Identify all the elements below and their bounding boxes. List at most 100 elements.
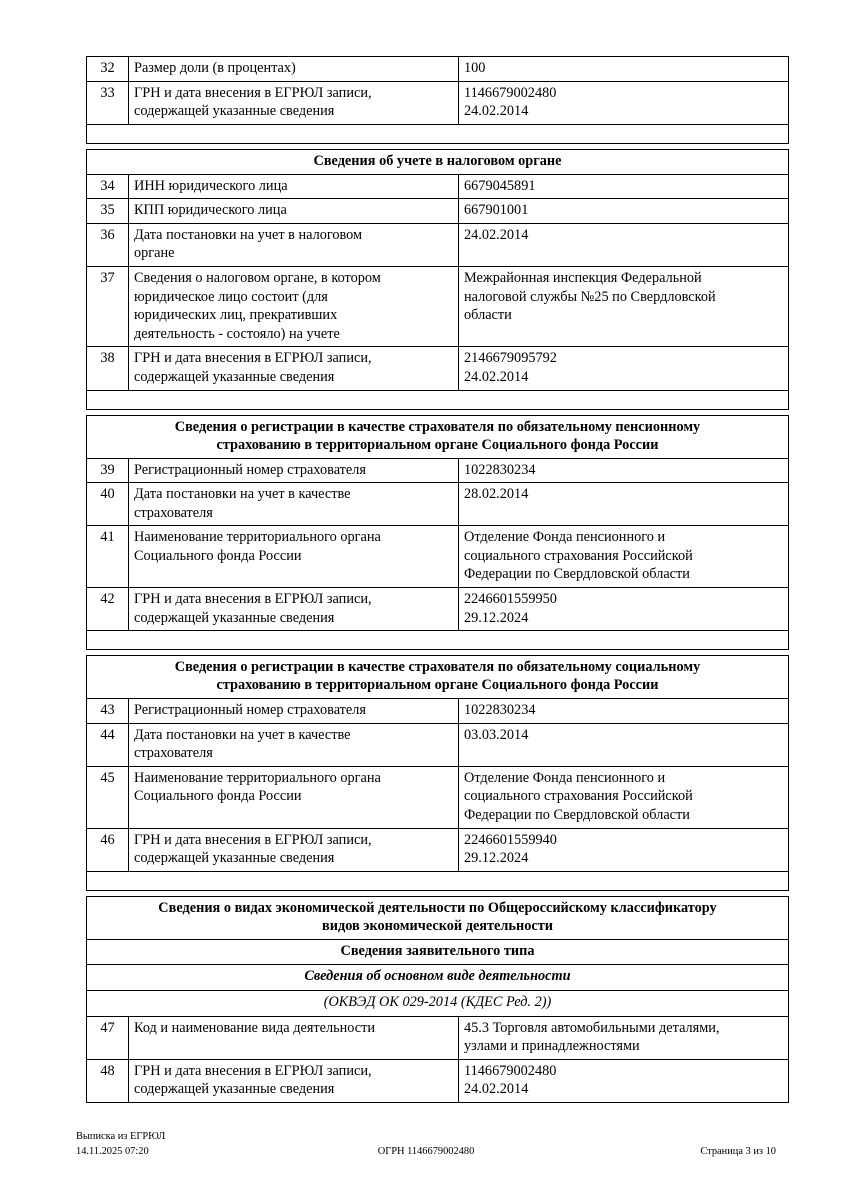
footer-doc-title: Выписка из ЕГРЮЛ <box>76 1131 166 1142</box>
value-line: 24.02.2014 <box>464 1081 529 1098</box>
row-number: 44 <box>86 722 129 767</box>
subheader-text: (ОКВЭД ОК 029-2014 (КДЕС Ред. 2)) <box>86 989 789 1017</box>
label-line: содержащей указанные сведения <box>134 609 335 626</box>
section-header-line: страхованию в территориальном органе Соц… <box>216 436 659 453</box>
spacer-cell <box>86 630 789 651</box>
row-value: 2246601559940 29.12.2024 <box>458 827 789 872</box>
value-line: 2246601559940 <box>464 831 557 848</box>
label-line: содержащей указанные сведения <box>134 1081 335 1098</box>
value-line: 2246601559950 <box>464 590 557 607</box>
label-line: Дата постановки на учет в налоговом <box>134 226 363 243</box>
value-line: 6679045891 <box>464 177 536 194</box>
value-line: 1146679002480 <box>464 84 557 101</box>
label-line: Дата постановки на учет в качестве <box>134 486 351 503</box>
table-row: 41 Наименование территориального органа … <box>86 525 789 588</box>
label-line: Размер доли (в процентах) <box>134 60 296 76</box>
value-line: 03.03.2014 <box>464 726 529 743</box>
label-line: юридическое лицо состоит (для <box>134 288 328 305</box>
label-line: юридических лиц, прекративших <box>134 307 338 324</box>
row-value: 667901001 <box>458 198 789 224</box>
row-value: 24.02.2014 <box>458 222 789 268</box>
label-line: Социального фонда России <box>134 788 302 805</box>
section-header-text: Сведения об учете в налоговом органе <box>86 148 789 175</box>
row-label: ГРН и дата внесения в ЕГРЮЛ записи, соде… <box>128 80 459 125</box>
row-label: ГРН и дата внесения в ЕГРЮЛ записи, соде… <box>128 827 459 872</box>
footer-ogrn: ОГРН 1146679002480 <box>377 1146 475 1157</box>
section-header-line: Сведения о регистрации в качестве страхо… <box>174 659 701 676</box>
row-number: 37 <box>86 266 129 348</box>
table-row: 43 Регистрационный номер страхователя 10… <box>86 698 789 724</box>
value-line: 24.02.2014 <box>464 103 529 120</box>
label-line: содержащей указанные сведения <box>134 850 335 867</box>
label-line: КПП юридического лица <box>134 202 287 219</box>
table-row: 44 Дата постановки на учет в качестве ст… <box>86 722 789 767</box>
row-label: ИНН юридического лица <box>128 173 459 200</box>
value-line: 2146679095792 <box>464 350 557 367</box>
row-number: 33 <box>86 80 129 125</box>
spacer-cell <box>86 870 789 891</box>
value-line: 29.12.2024 <box>464 609 529 626</box>
value-line: 1022830234 <box>464 702 536 719</box>
value-line: социального страхования Российской <box>464 547 693 564</box>
row-value: 6679045891 <box>458 173 789 200</box>
table-row: 36 Дата постановки на учет в налоговом о… <box>86 222 789 268</box>
row-number: 32 <box>86 56 129 82</box>
egrul-data-table: 32 Размер доли (в процентах) 100 33 ГРН … <box>86 56 789 1103</box>
row-value: 1146679002480 24.02.2014 <box>458 80 789 125</box>
section-spacer <box>86 870 789 891</box>
row-value: 1146679002480 24.02.2014 <box>458 1058 789 1103</box>
label-line: Сведения о налоговом органе, в котором <box>134 270 381 287</box>
section-header-social: Сведения о регистрации в качестве страхо… <box>86 655 789 700</box>
row-value: 28.02.2014 <box>458 482 789 527</box>
row-label: Код и наименование вида деятельности <box>128 1015 459 1060</box>
section-header-text: Сведения о видах экономической деятельно… <box>86 895 789 940</box>
value-line: 28.02.2014 <box>464 486 529 503</box>
spacer-cell <box>86 123 789 144</box>
value-line: социального страхования Российской <box>464 788 693 805</box>
label-line: Дата постановки на учет в качестве <box>134 726 351 743</box>
value-line: налоговой службы №25 по Свердловской <box>464 288 716 305</box>
table-row: 40 Дата постановки на учет в качестве ст… <box>86 482 789 527</box>
label-line: ГРН и дата внесения в ЕГРЮЛ записи, <box>134 831 372 848</box>
row-label: Регистрационный номер страхователя <box>128 457 459 484</box>
label-line: Социального фонда России <box>134 547 302 564</box>
value-line: Межрайонная инспекция Федеральной <box>464 270 702 287</box>
value-line: 1146679002480 <box>464 1062 557 1079</box>
row-number: 39 <box>86 457 129 484</box>
row-number: 41 <box>86 525 129 588</box>
label-line: деятельность - состояло) на учете <box>134 325 340 342</box>
row-label: ГРН и дата внесения в ЕГРЮЛ записи, соде… <box>128 1058 459 1103</box>
row-label: Размер доли (в процентах) <box>128 56 459 82</box>
value-line: 29.12.2024 <box>464 850 529 867</box>
footer-document-name: Выписка из ЕГРЮЛ 14.11.2025 07:20 <box>76 1129 165 1159</box>
label-line: содержащей указанные сведения <box>134 103 335 120</box>
subheader-declarative: Сведения заявительного типа <box>86 938 789 966</box>
section-header-line: страхованию в территориальном органе Соц… <box>216 677 659 694</box>
row-label: Дата постановки на учет в налоговом орга… <box>128 222 459 268</box>
table-row: 37 Сведения о налоговом органе, в которо… <box>86 266 789 348</box>
label-line: ГРН и дата внесения в ЕГРЮЛ записи, <box>134 350 372 367</box>
row-label: Наименование территориального органа Соц… <box>128 765 459 829</box>
row-number: 35 <box>86 198 129 224</box>
value-line: Федерации по Свердловской области <box>464 807 690 824</box>
label-line: органе <box>134 245 175 262</box>
subheader-text: Сведения об основном виде деятельности <box>86 964 789 991</box>
label-line: Наименование территориального органа <box>134 769 381 786</box>
section-header-line: Сведения о видах экономической деятельно… <box>158 899 717 916</box>
label-line: содержащей указанные сведения <box>134 368 335 385</box>
value-line: 24.02.2014 <box>464 368 529 385</box>
row-number: 38 <box>86 346 129 391</box>
row-value: 45.3 Торговля автомобильными деталями, у… <box>458 1015 789 1060</box>
value-line: 45.3 Торговля автомобильными деталями, <box>464 1019 720 1036</box>
value-line: Отделение Фонда пенсионного и <box>464 769 666 786</box>
row-number: 42 <box>86 586 129 632</box>
footer-page-number: Страница 3 из 10 <box>700 1146 776 1157</box>
row-label: Регистрационный номер страхователя <box>128 698 459 724</box>
section-spacer <box>86 630 789 651</box>
table-row: 35 КПП юридического лица 667901001 <box>86 198 789 224</box>
value-line: Федерации по Свердловской области <box>464 566 690 583</box>
table-row: 47 Код и наименование вида деятельности … <box>86 1015 789 1060</box>
row-number: 47 <box>86 1015 129 1060</box>
row-value: 1022830234 <box>458 698 789 724</box>
row-number: 36 <box>86 222 129 268</box>
